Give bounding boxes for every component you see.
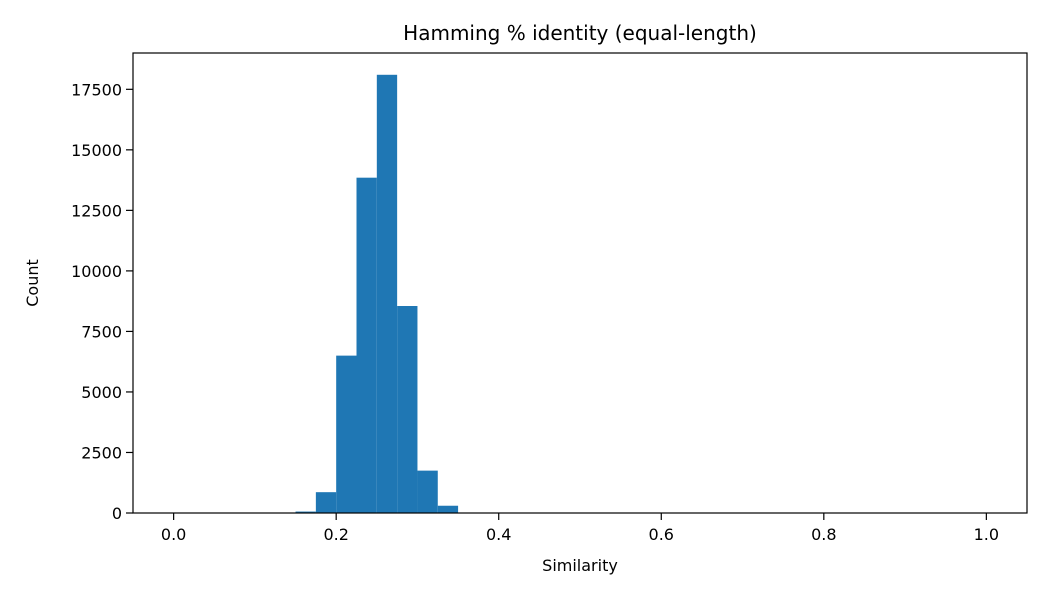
x-tick-label: 0.4: [486, 525, 511, 544]
y-tick-label: 2500: [81, 443, 122, 462]
x-axis-ticks: 0.0 0.2 0.4 0.6 0.8 1.0: [161, 513, 999, 544]
y-tick-label: 15000: [71, 141, 122, 160]
y-tick-label: 0: [112, 504, 122, 523]
histogram-bars: [295, 74, 479, 513]
x-tick-label: 0.6: [649, 525, 674, 544]
x-tick-label: 0.0: [161, 525, 186, 544]
y-tick-label: 12500: [71, 201, 122, 220]
y-axis-label: Count: [23, 259, 42, 307]
y-tick-label: 10000: [71, 262, 122, 281]
histogram-bar-2: [336, 355, 357, 513]
x-tick-label: 0.2: [323, 525, 348, 544]
x-tick-label: 1.0: [974, 525, 999, 544]
plot-frame: [132, 52, 1028, 514]
histogram-bar-7: [437, 505, 459, 513]
histogram-bar-5: [397, 306, 418, 513]
y-tick-label: 7500: [81, 322, 122, 341]
histogram-bar-1: [315, 492, 337, 513]
y-axis-ticks: 0 2500 5000 7500 10000 12500 15000 17500: [71, 80, 133, 523]
histogram-bar-0: [295, 511, 316, 513]
x-axis-label: Similarity: [542, 556, 618, 575]
histogram-bar-4: [376, 74, 398, 513]
histogram-bar-3: [356, 177, 377, 513]
histogram-bar-6: [417, 470, 438, 513]
x-tick-label: 0.8: [811, 525, 836, 544]
chart-title: Hamming % identity (equal-length): [403, 21, 757, 45]
y-tick-label: 17500: [71, 80, 122, 99]
y-tick-label: 5000: [81, 383, 122, 402]
